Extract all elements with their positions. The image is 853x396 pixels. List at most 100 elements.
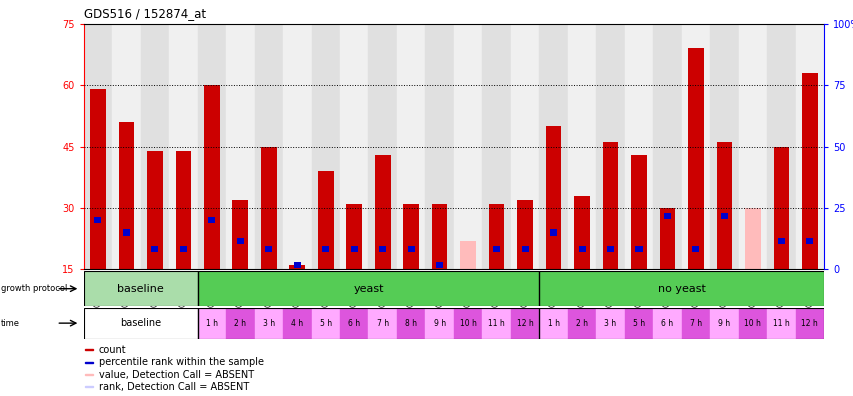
Bar	[282, 308, 311, 339]
Bar	[397, 308, 425, 339]
Text: 10 h: 10 h	[744, 319, 761, 327]
Text: 7 h: 7 h	[376, 319, 388, 327]
Text: value, Detection Call = ABSENT: value, Detection Call = ABSENT	[99, 369, 253, 379]
Text: 2 h: 2 h	[234, 319, 246, 327]
Bar	[261, 147, 276, 269]
Text: 10 h: 10 h	[459, 319, 476, 327]
Bar	[339, 24, 368, 269]
Bar	[460, 241, 475, 269]
Bar	[795, 308, 823, 339]
Bar	[84, 374, 93, 375]
Bar	[407, 246, 415, 252]
Text: 5 h: 5 h	[319, 319, 332, 327]
Bar	[659, 208, 675, 269]
Text: 11 h: 11 h	[772, 319, 789, 327]
Bar	[539, 308, 567, 339]
Text: rank, Detection Call = ABSENT: rank, Detection Call = ABSENT	[99, 382, 249, 392]
Bar	[630, 155, 646, 269]
Text: 3 h: 3 h	[263, 319, 275, 327]
Bar	[539, 271, 823, 306]
Bar	[232, 200, 248, 269]
Bar	[545, 126, 560, 269]
Bar	[436, 262, 443, 268]
Text: 11 h: 11 h	[488, 319, 504, 327]
Bar	[346, 204, 362, 269]
Text: baseline: baseline	[117, 284, 164, 294]
Bar	[635, 246, 641, 252]
Text: 1 h: 1 h	[547, 319, 559, 327]
Bar	[567, 308, 595, 339]
Bar	[549, 229, 556, 236]
Bar	[432, 204, 447, 269]
Bar	[681, 24, 710, 269]
Bar	[84, 362, 93, 363]
Text: 8 h: 8 h	[404, 319, 417, 327]
Bar	[567, 24, 595, 269]
Bar	[795, 24, 823, 269]
Bar	[738, 308, 766, 339]
Bar	[595, 24, 624, 269]
Bar	[744, 208, 760, 269]
Text: 9 h: 9 h	[433, 319, 445, 327]
Bar	[663, 213, 670, 219]
Bar	[688, 48, 703, 269]
Bar	[624, 308, 653, 339]
Text: 3 h: 3 h	[604, 319, 616, 327]
Bar	[119, 122, 134, 269]
Text: 12 h: 12 h	[516, 319, 533, 327]
Text: yeast: yeast	[353, 284, 383, 294]
Bar	[293, 262, 300, 268]
Bar	[84, 349, 93, 350]
Bar	[368, 308, 397, 339]
Bar	[84, 24, 112, 269]
Bar	[738, 24, 766, 269]
Bar	[710, 24, 738, 269]
Bar	[236, 238, 244, 244]
Bar	[805, 238, 812, 244]
Bar	[311, 24, 339, 269]
Bar	[95, 217, 102, 223]
Bar	[510, 308, 539, 339]
Bar	[777, 238, 784, 244]
Bar	[141, 24, 169, 269]
Bar	[773, 147, 788, 269]
Bar	[488, 204, 504, 269]
Bar	[595, 308, 624, 339]
Bar	[425, 308, 454, 339]
Bar	[351, 246, 357, 252]
Text: 5 h: 5 h	[632, 319, 644, 327]
Text: 1 h: 1 h	[206, 319, 218, 327]
Bar	[226, 24, 254, 269]
Bar	[577, 246, 585, 252]
Bar	[602, 143, 618, 269]
Bar	[653, 308, 681, 339]
Bar	[197, 271, 539, 306]
Bar	[289, 265, 305, 269]
Bar	[226, 308, 254, 339]
Text: percentile rank within the sample: percentile rank within the sample	[99, 357, 264, 367]
Bar	[265, 246, 272, 252]
Bar	[517, 200, 532, 269]
Bar	[84, 271, 197, 306]
Bar	[653, 24, 681, 269]
Bar	[454, 308, 482, 339]
Bar	[169, 24, 197, 269]
Bar	[454, 24, 482, 269]
Bar	[112, 24, 141, 269]
Bar	[84, 308, 197, 339]
Bar	[147, 150, 163, 269]
Bar	[311, 308, 339, 339]
Bar	[710, 308, 738, 339]
Bar	[482, 24, 510, 269]
Bar	[573, 196, 589, 269]
Bar	[123, 229, 130, 236]
Bar	[374, 155, 390, 269]
Bar	[197, 308, 226, 339]
Bar	[716, 143, 731, 269]
Bar	[539, 24, 567, 269]
Bar	[317, 171, 334, 269]
Bar	[482, 308, 510, 339]
Text: 6 h: 6 h	[660, 319, 673, 327]
Bar	[282, 24, 311, 269]
Text: 2 h: 2 h	[576, 319, 588, 327]
